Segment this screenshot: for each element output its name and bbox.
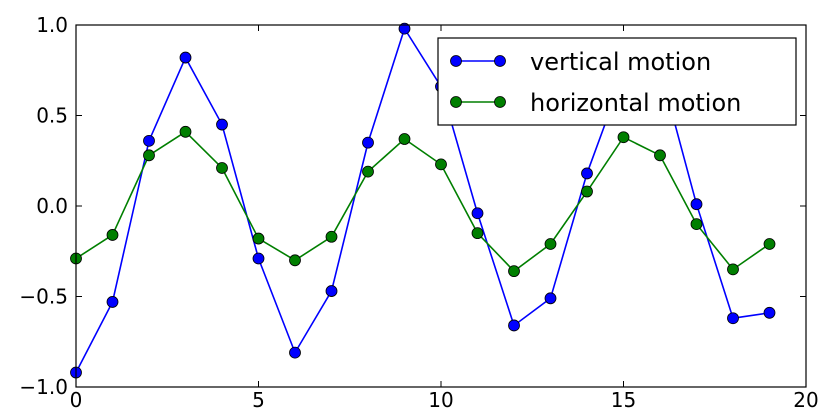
legend-box (437, 37, 797, 126)
data-point-series-2 (252, 232, 265, 245)
data-point-series-1 (690, 198, 703, 211)
y-tick-label: −1.0 (19, 375, 68, 399)
data-point-series-2 (763, 238, 776, 250)
data-point-series-2 (143, 149, 155, 162)
legend-marker-1 (450, 55, 462, 67)
data-point-series-1 (763, 306, 776, 319)
y-tick-label: −0.5 (19, 285, 68, 309)
x-tick-label: 0 (70, 388, 83, 412)
x-tick-label: 20 (793, 388, 818, 412)
y-tick-label: 0.0 (36, 194, 68, 218)
data-point-series-1 (216, 118, 228, 131)
x-tick-label: 5 (252, 388, 265, 412)
legend-marker-1 (494, 55, 506, 67)
data-point-series-1 (581, 167, 593, 180)
legend-label-2: horizontal motion (530, 89, 741, 117)
data-point-series-1 (325, 285, 338, 297)
data-point-series-1 (544, 292, 557, 305)
data-point-series-1 (508, 319, 520, 332)
data-point-series-2 (325, 230, 338, 243)
y-tick-label: 0.5 (36, 104, 68, 128)
data-point-series-2 (508, 265, 520, 278)
data-point-series-1 (289, 346, 301, 359)
data-point-series-2 (654, 149, 666, 162)
data-point-series-1 (106, 296, 119, 308)
axes-frame (75, 24, 807, 388)
data-point-series-2 (690, 218, 703, 231)
data-point-series-1 (143, 134, 155, 147)
data-point-series-2 (106, 229, 119, 241)
legend-label-1: vertical motion (530, 48, 711, 76)
data-point-series-2 (544, 238, 557, 250)
data-point-series-1 (398, 22, 411, 35)
data-point-series-2 (179, 125, 192, 138)
series-line-2 (75, 130, 770, 273)
data-point-series-1 (362, 136, 374, 149)
data-point-series-1 (179, 51, 192, 64)
x-tick-label: 10 (428, 388, 453, 412)
x-tick-label: 15 (611, 388, 636, 412)
data-point-series-2 (398, 133, 411, 145)
data-point-series-2 (471, 227, 484, 240)
data-point-series-2 (435, 158, 447, 171)
data-point-series-1 (252, 252, 265, 265)
legend-marker-2 (494, 96, 506, 108)
data-point-series-1 (471, 207, 484, 220)
data-point-series-2 (362, 165, 374, 178)
legend-marker-2 (450, 96, 462, 108)
data-point-series-2 (216, 162, 228, 174)
y-tick-label: 1.0 (36, 13, 68, 37)
legend: vertical motion horizontal motion (437, 37, 797, 126)
data-point-series-1 (727, 312, 739, 325)
data-point-series-2 (727, 263, 739, 276)
data-point-series-2 (289, 254, 301, 267)
data-point-series-2 (581, 185, 593, 198)
data-point-series-2 (617, 131, 630, 144)
